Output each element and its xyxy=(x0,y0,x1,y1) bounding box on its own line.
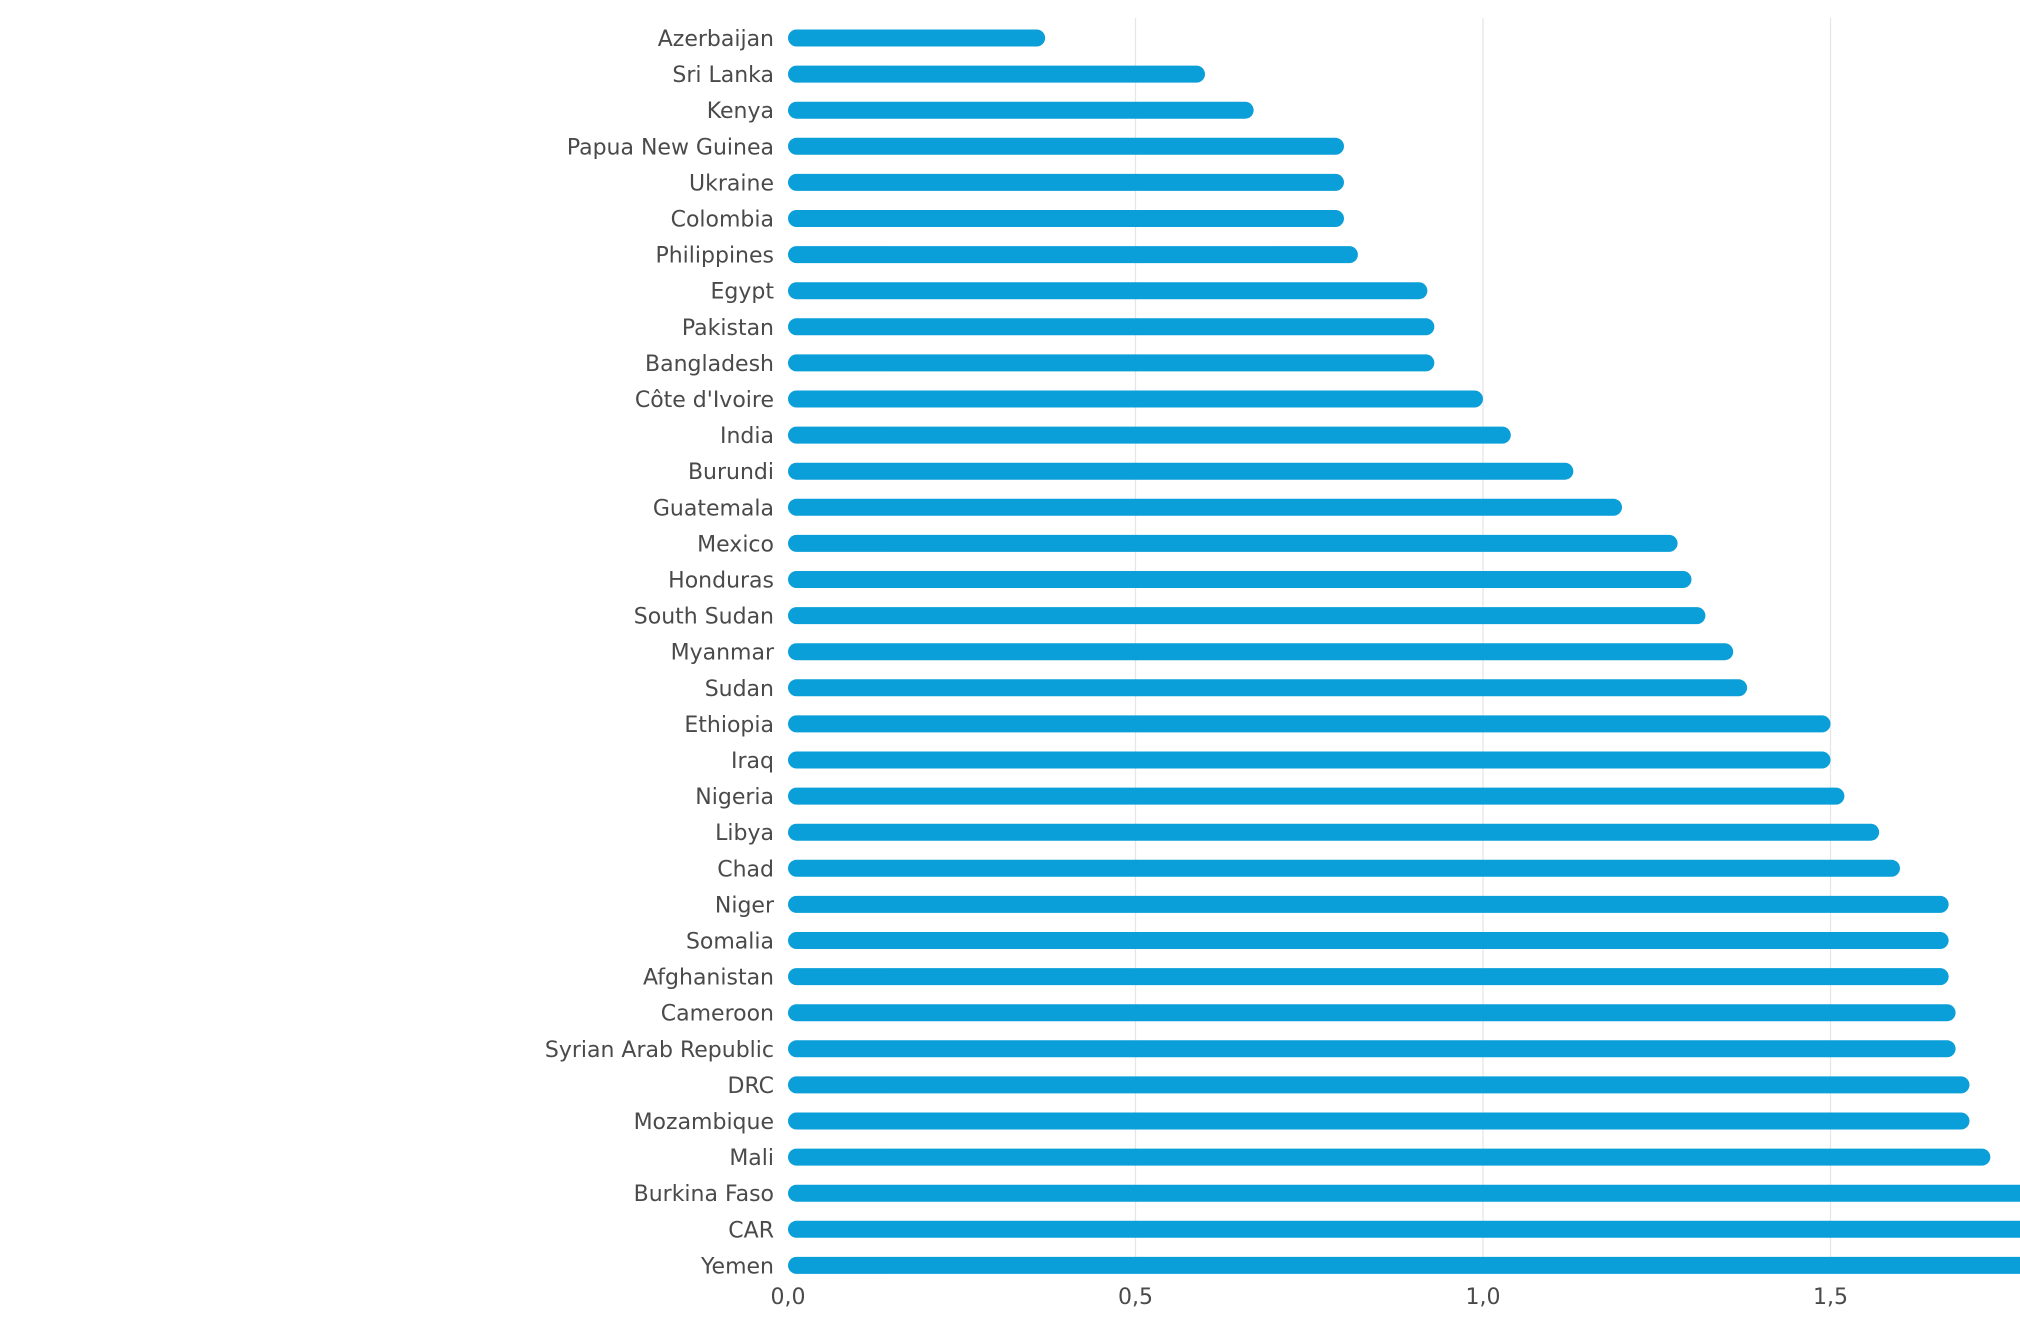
bar xyxy=(788,751,1831,769)
category-label: Kenya xyxy=(707,99,774,124)
category-label: Azerbaijan xyxy=(658,27,774,52)
bar xyxy=(788,282,1428,300)
category-label: Chad xyxy=(717,857,774,882)
bar xyxy=(788,1256,2020,1274)
bar xyxy=(788,173,1344,191)
category-label: Mozambique xyxy=(634,1110,774,1135)
bar xyxy=(788,1148,1991,1166)
x-tick-label: 1,5 xyxy=(1813,1285,1848,1310)
bar xyxy=(788,571,1692,588)
category-label: Papua New Guinea xyxy=(567,135,774,160)
x-tick-label: 0,0 xyxy=(771,1285,806,1310)
category-label: Mali xyxy=(729,1146,774,1171)
bar xyxy=(788,29,1046,47)
category-label: Myanmar xyxy=(671,641,775,666)
x-tick-label: 1,0 xyxy=(1466,1285,1501,1310)
category-label: Ukraine xyxy=(689,171,774,196)
bar xyxy=(788,101,1254,119)
bar xyxy=(788,246,1358,264)
category-label: Nigeria xyxy=(695,785,774,810)
category-label: Afghanistan xyxy=(643,966,774,991)
bar xyxy=(788,1184,2020,1202)
bar xyxy=(788,318,1435,336)
category-labels: Azerbaijan Sri Lanka Kenya Papua New Guinea… xyxy=(545,27,775,1279)
category-label: Sudan xyxy=(705,677,774,702)
category-label: Somalia xyxy=(686,930,774,955)
category-label: South Sudan xyxy=(634,605,774,630)
bar xyxy=(788,932,1949,949)
bar xyxy=(788,498,1622,516)
category-label: Cameroon xyxy=(661,1002,774,1027)
x-axis-ticks: 0,00,51,01,52,0 xyxy=(771,1285,1849,1310)
bar xyxy=(788,462,1574,480)
bars xyxy=(788,29,2020,1274)
category-label: Philippines xyxy=(655,244,774,269)
category-label: DRC xyxy=(728,1074,775,1099)
bar xyxy=(788,968,1949,986)
bar xyxy=(788,1220,2020,1238)
bar xyxy=(788,715,1831,733)
x-tick-label: 0,5 xyxy=(1118,1285,1153,1310)
bar xyxy=(788,859,1900,877)
bar xyxy=(788,1076,1970,1094)
category-label: Côte d'Ivoire xyxy=(635,388,774,413)
bar xyxy=(788,137,1344,155)
category-label: Pakistan xyxy=(682,316,774,341)
category-label: Yemen xyxy=(700,1254,774,1279)
category-label: Guatemala xyxy=(653,496,774,521)
category-label: Burundi xyxy=(688,460,774,485)
bar xyxy=(788,895,1949,913)
category-label: Niger xyxy=(715,893,775,918)
bar xyxy=(788,607,1706,625)
category-label: Egypt xyxy=(711,280,775,305)
category-label: Iraq xyxy=(731,749,774,774)
bar xyxy=(788,390,1483,408)
category-label: Ethiopia xyxy=(684,713,774,738)
bar xyxy=(788,1004,1956,1022)
bar xyxy=(788,787,1845,805)
category-label: Colombia xyxy=(671,208,774,233)
bar xyxy=(788,823,1880,841)
bar xyxy=(788,1040,1956,1058)
bar xyxy=(788,210,1344,227)
bar xyxy=(788,426,1511,444)
bar xyxy=(788,534,1678,552)
category-label: Libya xyxy=(715,821,774,846)
bar xyxy=(788,1112,1970,1130)
category-label: Burkina Faso xyxy=(634,1182,774,1207)
category-label: Syrian Arab Republic xyxy=(545,1038,774,1063)
category-label: Bangladesh xyxy=(645,352,774,377)
category-label: Sri Lanka xyxy=(672,63,774,88)
bar xyxy=(788,679,1748,697)
bar xyxy=(788,643,1734,661)
bar xyxy=(788,65,1205,83)
category-label: Mexico xyxy=(697,532,774,557)
category-label: India xyxy=(720,424,774,449)
bar xyxy=(788,354,1435,372)
category-label: CAR xyxy=(728,1218,774,1243)
category-label: Honduras xyxy=(668,569,774,594)
